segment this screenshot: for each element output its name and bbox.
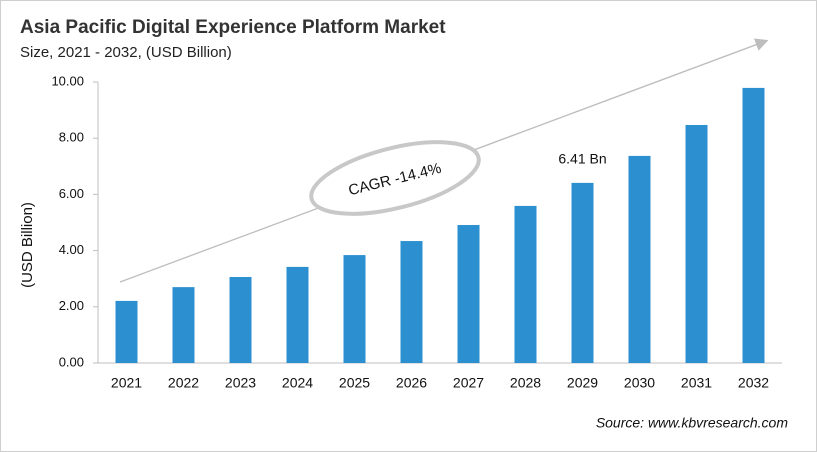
x-tick-label: 2023 xyxy=(225,375,256,391)
bar xyxy=(628,155,651,363)
x-tick-label: 2021 xyxy=(111,375,142,391)
x-tick-label: 2022 xyxy=(168,375,199,391)
y-tick-label: 10.00 xyxy=(51,73,84,88)
bar xyxy=(286,266,309,363)
source: Source: www.kbvresearch.com xyxy=(596,415,789,431)
bar xyxy=(685,124,708,363)
y-tick-label: 4.00 xyxy=(59,242,84,257)
y-tick-label: 2.00 xyxy=(59,298,84,313)
y-tick-label: 8.00 xyxy=(59,130,84,145)
bar xyxy=(229,277,252,363)
y-tick-label: 6.00 xyxy=(59,186,84,201)
bar xyxy=(400,241,423,363)
chart-subtitle: Size, 2021 - 2032, (USD Billion) xyxy=(20,44,232,61)
bar xyxy=(571,182,594,363)
x-tick-label: 2031 xyxy=(681,375,712,391)
bar xyxy=(115,300,138,363)
annotation-ellipse xyxy=(309,140,481,216)
x-tick-label: 2027 xyxy=(453,375,484,391)
x-tick-label: 2029 xyxy=(567,375,598,391)
x-tick-label: 2030 xyxy=(624,375,655,391)
x-tick-label: 2028 xyxy=(510,375,541,391)
x-tick-label: 2024 xyxy=(282,375,313,391)
bar xyxy=(172,287,195,363)
bar xyxy=(514,205,537,363)
bar xyxy=(742,87,765,363)
y-tick-label: 0.00 xyxy=(59,354,84,369)
chart-title: Asia Pacific Digital Experience Platform… xyxy=(20,17,446,38)
bar xyxy=(343,255,366,363)
bar xyxy=(457,225,480,363)
value-label: 6.41 Bn xyxy=(558,151,606,167)
x-tick-label: 2025 xyxy=(339,375,370,391)
y-axis-label: (USD Billion) xyxy=(19,202,36,288)
x-tick-label: 2032 xyxy=(738,375,769,391)
x-tick-label: 2026 xyxy=(396,375,427,391)
